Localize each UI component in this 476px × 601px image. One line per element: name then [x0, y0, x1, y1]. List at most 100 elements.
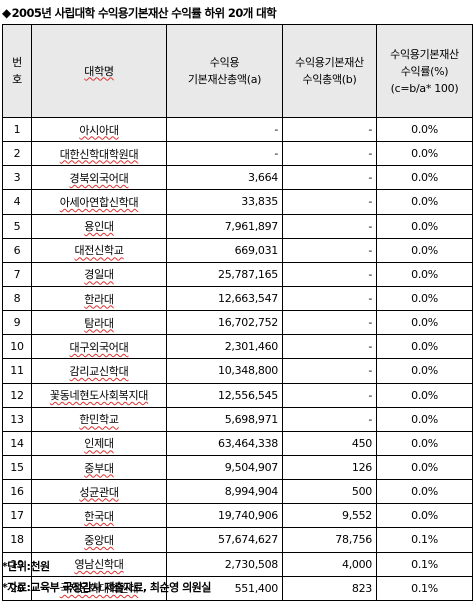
footnotes: *단위:천원 *자료:교육부 국정감사 제출자료, 최순영 의원실: [2, 556, 211, 598]
cell-total-assets: 2,301,460: [166, 334, 283, 360]
cell-rank: 1: [2, 116, 32, 143]
cell-income: 78,756: [282, 527, 377, 553]
cell-university-name: 인제대: [31, 430, 167, 456]
cell-rate: 0.0%: [376, 334, 473, 360]
university-name-text: 한라대: [84, 292, 114, 306]
cell-rank: 12: [2, 382, 32, 408]
cell-income: 500: [282, 479, 377, 505]
cell-income: -: [282, 406, 377, 432]
cell-total-assets: -: [166, 116, 283, 143]
cell-rate: 0.0%: [376, 310, 473, 336]
table-row: 9 탐라대 16,702,752-0.0%: [2, 310, 473, 336]
cell-income: 126: [282, 454, 377, 481]
university-name-text: 탐라대: [84, 316, 114, 330]
cell-income: 450: [282, 430, 377, 456]
cell-university-name: 중앙대: [31, 527, 167, 553]
unit-note: *단위:천원: [2, 560, 50, 573]
cell-rate: 0.0%: [376, 406, 473, 432]
table-row: 18 중앙대 57,674,627 78,756 0.1%: [2, 527, 473, 553]
table-row: 1 아시아대 - -0.0%: [2, 116, 473, 143]
cell-university-name: 영남신학대: [31, 551, 167, 577]
header-no: 번 호: [2, 24, 32, 118]
cell-university-name: 꽃동네현도사회복지대: [31, 382, 167, 408]
table-row: 12 꽃동네현도사회복지대 12,556,545-0.0%: [2, 382, 473, 408]
cell-rank: 5: [2, 213, 32, 239]
source-note: *자료:교육부 국정감사 제출자료, 최순영 의원실: [2, 581, 211, 594]
cell-rate: 0.0%: [376, 261, 473, 287]
cell-total-assets: 8,994,904: [166, 479, 283, 505]
university-name-text: 영남신학대: [74, 558, 124, 572]
cell-university-name: 한국대: [31, 503, 167, 529]
cell-rank: 19: [2, 551, 32, 577]
cell-total-assets: 10,348,800: [166, 358, 283, 384]
cell-income: -: [282, 189, 377, 215]
cell-income: -: [282, 237, 377, 263]
cell-rate: 0.0%: [376, 503, 473, 529]
cell-rank: 9: [2, 310, 32, 336]
table-row: 3 경북외국어대 3,664-0.0%: [2, 165, 473, 191]
cell-rate: 0.0%: [376, 116, 473, 143]
table-row: 14 인제대 63,464,338 450 0.0%: [2, 430, 473, 456]
cell-university-name: 성균관대: [31, 479, 167, 505]
cell-rate: 0.0%: [376, 165, 473, 191]
university-name-text: 대구외국어대: [69, 340, 129, 354]
cell-rate: 0.0%: [376, 237, 473, 263]
header-total: 수익용 기본재산총액(a): [166, 24, 283, 118]
university-name-text: 중앙대: [84, 533, 114, 547]
cell-university-name: 경일대: [31, 261, 167, 287]
cell-income: -: [282, 213, 377, 239]
cell-university-name: 대전신학교: [31, 237, 167, 263]
cell-income: 823: [282, 575, 377, 601]
cell-income: 9,552: [282, 503, 377, 529]
cell-total-assets: 57,674,627: [166, 527, 283, 553]
header-row: 번 호 대학명 수익용 기본재산총액(a) 수익용기본재산 수익총액(b) 수익…: [2, 24, 473, 118]
university-name-text: 대한신학대학원대: [59, 147, 139, 161]
cell-total-assets: 7,961,897: [166, 213, 283, 239]
cell-university-name: 아시아대: [31, 116, 167, 143]
cell-income: -: [282, 310, 377, 336]
cell-total-assets: 33,835: [166, 189, 283, 215]
cell-income: -: [282, 334, 377, 360]
table-row: 19 영남신학대 2,730,508 4,000 0.1%: [2, 551, 473, 577]
table-body: 1 아시아대 - -0.0% 2 대한신학대학원대 - -0.0% 3 경북외국어대 3,664-0…: [2, 116, 473, 601]
university-name-text: 성균관대: [79, 485, 119, 499]
ranking-table: 번 호 대학명 수익용 기본재산총액(a) 수익용기본재산 수익총액(b) 수익…: [2, 24, 473, 601]
university-name-text: 경일대: [84, 268, 114, 282]
cell-rank: 17: [2, 503, 32, 529]
cell-university-name: 탐라대: [31, 310, 167, 336]
cell-rank: 2: [2, 141, 32, 167]
cell-rank: 3: [2, 165, 32, 191]
table-row: 11 감리교신학대 10,348,800-0.0%: [2, 358, 473, 384]
table-row: 4 아세아연합신학대 33,835-0.0%: [2, 189, 473, 215]
cell-rate: 0.0%: [376, 358, 473, 384]
cell-rate: 0.1%: [376, 575, 473, 601]
table-title: ◆2005년 사립대학 수익용기본재산 수익률 하위 20개 대학: [2, 2, 277, 24]
cell-rank: 8: [2, 285, 32, 312]
cell-rank: 15: [2, 454, 32, 481]
cell-total-assets: 12,663,547: [166, 285, 283, 312]
table-row: 15 중부대 9,504,907 126 0.0%: [2, 454, 473, 481]
table-row: 13 한민학교 5,698,971-0.0%: [2, 406, 473, 432]
university-name-text: 중부대: [84, 461, 114, 475]
university-name-text: 아세아연합신학대: [59, 195, 139, 209]
cell-income: -: [282, 382, 377, 408]
table-row: 5 용인대 7,961,897-0.0%: [2, 213, 473, 239]
cell-rank: 7: [2, 261, 32, 287]
table-row: 2 대한신학대학원대 - -0.0%: [2, 141, 473, 167]
cell-income: -: [282, 285, 377, 312]
university-name-text: 한민학교: [79, 413, 119, 427]
table-row: 8 한라대 12,663,547-0.0%: [2, 285, 473, 312]
cell-rate: 0.0%: [376, 141, 473, 167]
university-name-text: 용인대: [84, 220, 114, 234]
cell-total-assets: 5,698,971: [166, 406, 283, 432]
cell-total-assets: 63,464,338: [166, 430, 283, 456]
cell-total-assets: -: [166, 141, 283, 167]
header-rate: 수익용기본재산 수익률(%) (c=b/a* 100): [376, 24, 473, 118]
table-row: 6 대전신학교 669,031-0.0%: [2, 237, 473, 263]
cell-rate: 0.0%: [376, 382, 473, 408]
header-income: 수익용기본재산 수익총액(b): [282, 24, 377, 118]
cell-university-name: 아세아연합신학대: [31, 189, 167, 215]
university-name-text: 아시아대: [79, 123, 119, 137]
cell-total-assets: 3,664: [166, 165, 283, 191]
cell-total-assets: 669,031: [166, 237, 283, 263]
